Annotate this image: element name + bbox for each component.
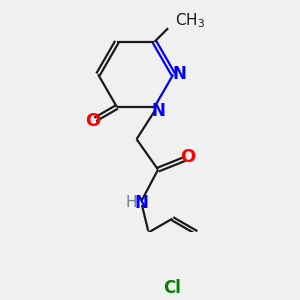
Text: O: O [180,148,195,166]
Text: CH$_3$: CH$_3$ [175,12,206,30]
Text: N: N [173,65,187,83]
Text: O: O [85,112,100,130]
Text: H: H [125,195,137,210]
Text: Cl: Cl [164,279,181,297]
Text: N: N [134,194,148,212]
Text: N: N [152,101,166,119]
